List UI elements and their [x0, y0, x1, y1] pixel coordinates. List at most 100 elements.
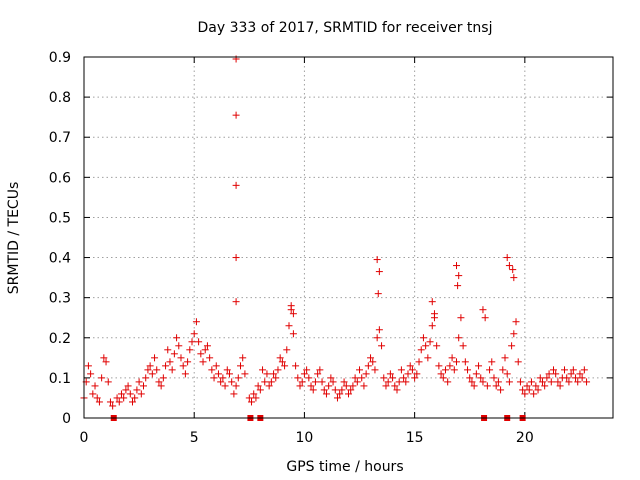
data-point [333, 394, 341, 402]
data-point [444, 378, 452, 386]
data-point [514, 358, 522, 366]
data-point [232, 254, 240, 262]
data-point [177, 354, 185, 362]
data-point [329, 378, 337, 386]
data-point [248, 398, 256, 406]
data-point [382, 382, 390, 390]
data-point [455, 272, 463, 280]
data-point [327, 374, 335, 382]
data-point [98, 374, 106, 382]
data-point [402, 378, 410, 386]
data-point [353, 378, 361, 386]
data-point [556, 382, 564, 390]
x-axis-ticks: 0 5 10 15 20 [80, 57, 534, 446]
data-point [241, 370, 249, 378]
data-point [499, 366, 507, 374]
data-point [208, 366, 216, 374]
data-point [192, 318, 200, 326]
data-point [254, 382, 262, 390]
data-point [369, 358, 377, 366]
data-point [87, 370, 95, 378]
data-point [164, 346, 172, 354]
data-point [320, 386, 328, 394]
data-point [239, 354, 247, 362]
data-point [140, 382, 148, 390]
data-point [181, 370, 189, 378]
data-point [338, 386, 346, 394]
data-point [272, 374, 280, 382]
data-point [133, 386, 141, 394]
data-point [91, 382, 99, 390]
data-point [314, 370, 322, 378]
data-point [561, 366, 569, 374]
data-point [217, 378, 225, 386]
data-point [519, 386, 527, 394]
data-point [232, 111, 240, 119]
data-point [230, 390, 238, 398]
data-point [565, 378, 573, 386]
data-point [439, 374, 447, 382]
data-point [287, 302, 295, 310]
data-point [391, 382, 399, 390]
x-tick-label: 0 [80, 430, 89, 446]
data-point [521, 390, 529, 398]
data-point [214, 370, 222, 378]
data-point [289, 330, 297, 338]
data-point [270, 370, 278, 378]
data-point [104, 378, 112, 386]
data-point [195, 338, 203, 346]
data-point [298, 378, 306, 386]
data-point [472, 370, 480, 378]
data-point [453, 358, 461, 366]
data-point [137, 390, 145, 398]
data-point [100, 354, 108, 362]
data-point [384, 378, 392, 386]
data-point [468, 378, 476, 386]
data-point [578, 374, 586, 382]
data-point [536, 374, 544, 382]
data-point [168, 366, 176, 374]
data-point [256, 386, 264, 394]
data-point [113, 394, 121, 402]
data-point [106, 398, 114, 406]
data-point [516, 378, 524, 386]
data-point [510, 274, 518, 282]
x-tick-label: 20 [516, 430, 534, 446]
data-point [411, 374, 419, 382]
data-point [393, 386, 401, 394]
data-point [232, 181, 240, 189]
data-point [464, 366, 472, 374]
data-point [179, 362, 187, 370]
data-point [481, 314, 489, 322]
data-point [501, 354, 509, 362]
data-point [349, 382, 357, 390]
data-point [375, 268, 383, 276]
data-point [345, 390, 352, 398]
data-point [576, 370, 584, 378]
data-point [120, 394, 128, 402]
data-point [461, 358, 469, 366]
data-point [210, 374, 218, 382]
data-point [225, 370, 233, 378]
y-tick-label: 0.6 [49, 170, 71, 186]
data-point [512, 318, 520, 326]
data-point [170, 350, 178, 358]
data-point [508, 342, 516, 350]
data-point [430, 310, 438, 318]
data-point [166, 358, 174, 366]
data-point [395, 378, 403, 386]
y-tick-label: 0.3 [49, 291, 71, 307]
y-tick-label: 0.4 [49, 251, 71, 267]
data-point [470, 382, 478, 390]
data-point [543, 374, 551, 382]
data-point [455, 334, 463, 342]
data-point [457, 314, 465, 322]
data-point [232, 382, 240, 390]
data-point [115, 398, 123, 406]
data-point [364, 362, 372, 370]
x-tick-label: 5 [190, 430, 199, 446]
y-axis-label: SRMTID / TECUs [6, 182, 22, 295]
data-point [336, 390, 344, 398]
data-point [142, 374, 150, 382]
